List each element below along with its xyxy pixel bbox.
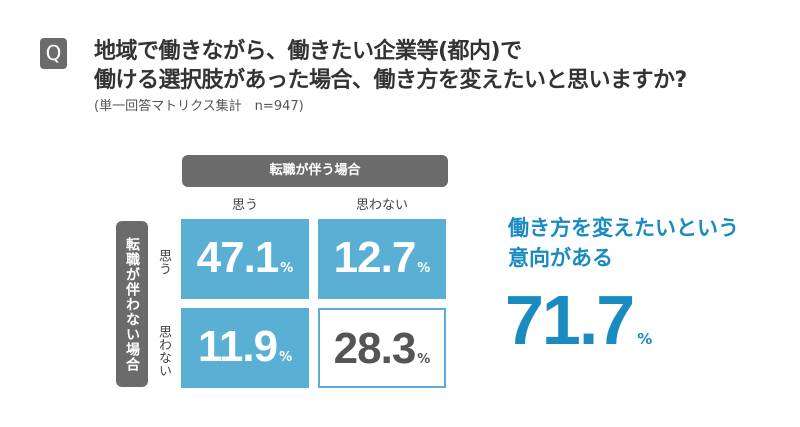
cell-value: 28.3 <box>333 324 417 373</box>
cell-value: 11.9 <box>197 322 278 371</box>
row-header: 転職が伴わない場合 <box>116 221 148 387</box>
question-line-1: 地域で働きながら、働きたい企業等(都内)で <box>94 39 522 64</box>
cell-yes-no: 12.7% <box>318 219 446 299</box>
summary-unit: % <box>637 330 653 348</box>
column-label-no: 思わない <box>355 198 408 213</box>
summary-line-2: 意向がある <box>508 246 613 270</box>
summary-value: 71.7 <box>505 281 635 359</box>
row-label-yes: 思う <box>156 249 171 275</box>
cell-value: 12.7 <box>333 233 417 282</box>
question-line-2: 働ける選択肢があった場合、働き方を変えたいと思いますか? <box>94 68 687 93</box>
question-note: (単一回答マトリクス集計 n=947) <box>94 99 304 114</box>
cell-unit: % <box>417 261 431 276</box>
column-header: 転職が伴う場合 <box>182 155 448 187</box>
question-badge: Q <box>40 38 67 69</box>
column-label-yes: 思う <box>231 198 258 213</box>
summary-figure: 71.7 % <box>505 282 652 358</box>
row-label-no: 思わない <box>156 325 171 377</box>
cell-no-yes: 11.9% <box>181 308 309 388</box>
cell-unit: % <box>417 352 431 367</box>
cell-value: 47.1 <box>196 233 280 282</box>
cell-unit: % <box>279 350 293 365</box>
cell-no-no: 28.3% <box>318 308 446 388</box>
cell-yes-yes: 47.1% <box>181 219 309 299</box>
summary-line-1: 働き方を変えたいという <box>508 216 739 240</box>
cell-unit: % <box>280 261 294 276</box>
